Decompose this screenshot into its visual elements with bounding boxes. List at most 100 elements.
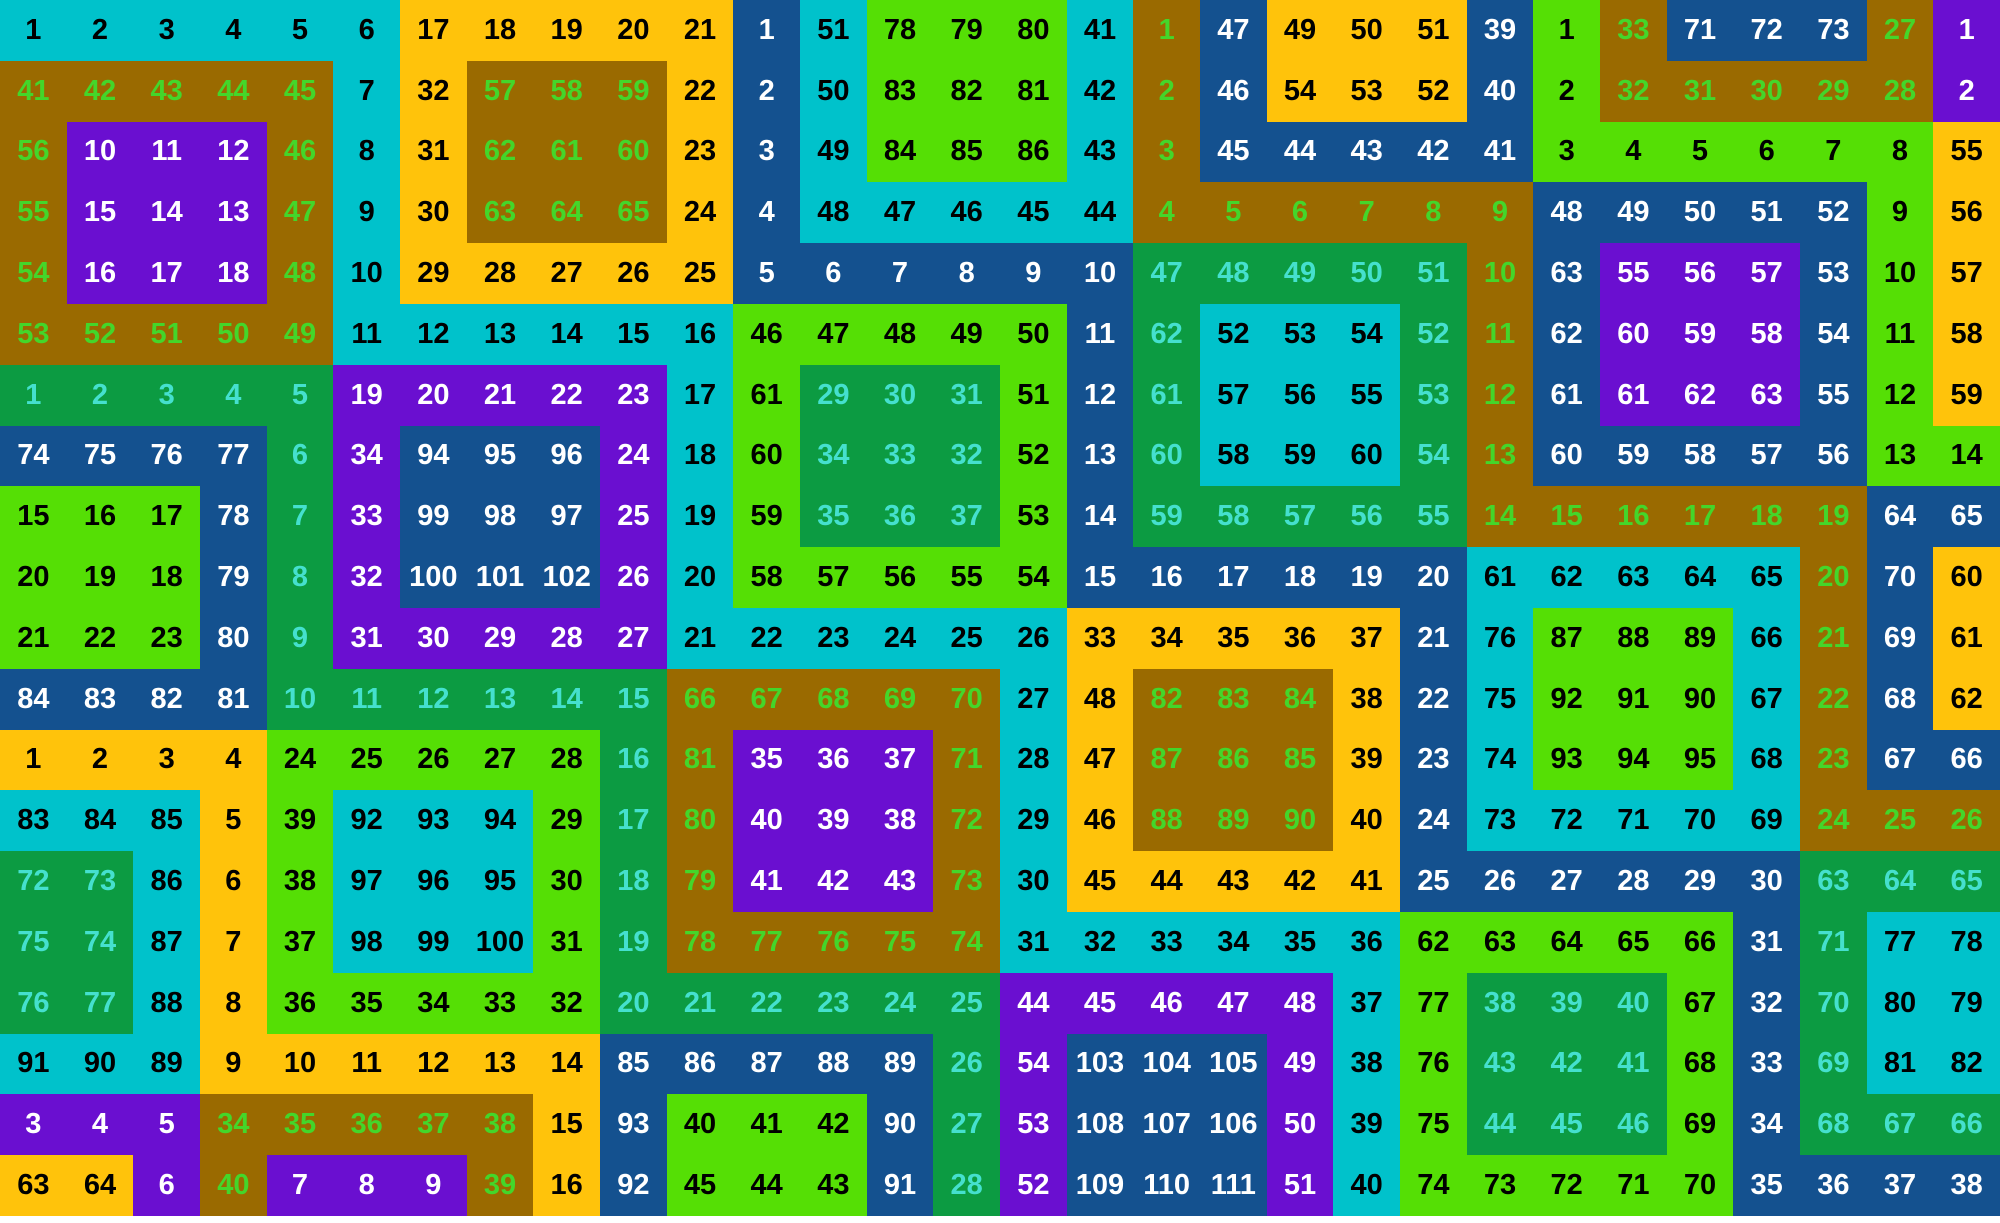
grid-cell[interactable]: 6 — [1733, 121, 1800, 183]
grid-cell[interactable]: 26 — [933, 1033, 1000, 1095]
grid-cell[interactable]: 86 — [999, 121, 1067, 183]
grid-cell[interactable]: 79 — [666, 851, 734, 912]
grid-cell[interactable]: 13 — [1466, 425, 1534, 487]
grid-cell[interactable]: 79 — [1933, 972, 2000, 1034]
grid-cell[interactable]: 37 — [933, 486, 1000, 548]
grid-cell[interactable]: 18 — [466, 0, 534, 61]
grid-cell[interactable]: 21 — [1799, 607, 1867, 669]
grid-cell[interactable]: 61 — [533, 121, 600, 183]
grid-cell[interactable]: 65 — [1599, 911, 1667, 973]
grid-cell[interactable]: 62 — [466, 121, 534, 183]
grid-cell[interactable]: 9 — [1866, 182, 1934, 244]
grid-cell[interactable]: 48 — [1533, 182, 1600, 244]
grid-cell[interactable]: 87 — [1533, 607, 1600, 669]
grid-cell[interactable]: 31 — [1733, 911, 1800, 973]
grid-cell[interactable]: 33 — [1733, 1033, 1800, 1095]
grid-cell[interactable]: 71 — [1666, 0, 1734, 61]
grid-cell[interactable]: 48 — [1199, 243, 1267, 304]
grid-cell[interactable]: 59 — [599, 60, 667, 122]
grid-cell[interactable]: 74 — [1399, 1155, 1467, 1216]
grid-cell[interactable]: 59 — [1933, 364, 2000, 426]
grid-cell[interactable]: 91 — [0, 1033, 67, 1095]
grid-cell[interactable]: 94 — [466, 790, 534, 852]
grid-cell[interactable]: 47 — [1199, 0, 1267, 61]
grid-cell[interactable]: 54 — [999, 547, 1067, 608]
grid-cell[interactable]: 25 — [333, 729, 400, 791]
grid-cell[interactable]: 97 — [533, 486, 600, 548]
grid-cell[interactable]: 42 — [1066, 60, 1134, 122]
grid-cell[interactable]: 17 — [1666, 486, 1734, 548]
grid-cell[interactable]: 11 — [333, 303, 400, 365]
grid-cell[interactable]: 15 — [599, 303, 667, 365]
grid-cell[interactable]: 43 — [799, 1155, 867, 1216]
grid-cell[interactable]: 26 — [999, 607, 1067, 669]
grid-cell[interactable]: 9 — [199, 1033, 267, 1095]
grid-cell[interactable]: 37 — [1333, 972, 1400, 1034]
grid-cell[interactable]: 96 — [533, 425, 600, 487]
grid-cell[interactable]: 66 — [1666, 911, 1734, 973]
grid-cell[interactable]: 66 — [1933, 729, 2000, 791]
grid-cell[interactable]: 81 — [199, 668, 267, 730]
grid-cell[interactable]: 34 — [333, 425, 400, 487]
grid-cell[interactable]: 72 — [1533, 1155, 1600, 1216]
grid-cell[interactable]: 14 — [1066, 486, 1134, 548]
grid-cell[interactable]: 2 — [1133, 60, 1200, 122]
grid-cell[interactable]: 57 — [1733, 243, 1800, 304]
grid-cell[interactable]: 102 — [533, 547, 600, 608]
grid-cell[interactable]: 58 — [1933, 303, 2000, 365]
grid-cell[interactable]: 31 — [999, 911, 1067, 973]
grid-cell[interactable]: 70 — [933, 668, 1000, 730]
grid-cell[interactable]: 17 — [399, 0, 467, 61]
grid-cell[interactable]: 50 — [199, 303, 267, 365]
grid-cell[interactable]: 12 — [199, 121, 267, 183]
grid-cell[interactable]: 67 — [1866, 1094, 1934, 1156]
grid-cell[interactable]: 51 — [1399, 0, 1467, 61]
grid-cell[interactable]: 16 — [66, 486, 134, 548]
grid-cell[interactable]: 22 — [66, 607, 134, 669]
grid-cell[interactable]: 3 — [1533, 121, 1600, 183]
grid-cell[interactable]: 51 — [1266, 1155, 1334, 1216]
grid-cell[interactable]: 1 — [733, 0, 800, 61]
grid-cell[interactable]: 20 — [399, 364, 467, 426]
grid-cell[interactable]: 86 — [133, 851, 200, 912]
grid-cell[interactable]: 43 — [1066, 121, 1134, 183]
grid-cell[interactable]: 82 — [933, 60, 1000, 122]
grid-cell[interactable]: 2 — [1533, 60, 1600, 122]
grid-cell[interactable]: 91 — [1599, 668, 1667, 730]
grid-cell[interactable]: 75 — [866, 911, 934, 973]
grid-cell[interactable]: 39 — [1333, 729, 1400, 791]
grid-cell[interactable]: 75 — [1466, 668, 1534, 730]
grid-cell[interactable]: 38 — [266, 851, 334, 912]
grid-cell[interactable]: 22 — [733, 607, 800, 669]
grid-cell[interactable]: 93 — [399, 790, 467, 852]
grid-cell[interactable]: 80 — [666, 790, 734, 852]
grid-cell[interactable]: 52 — [999, 425, 1067, 487]
grid-cell[interactable]: 14 — [533, 303, 600, 365]
grid-cell[interactable]: 62 — [1933, 668, 2000, 730]
grid-cell[interactable]: 72 — [1733, 0, 1800, 61]
grid-cell[interactable]: 37 — [399, 1094, 467, 1156]
grid-cell[interactable]: 57 — [466, 60, 534, 122]
grid-cell[interactable]: 90 — [1266, 790, 1334, 852]
grid-cell[interactable]: 59 — [733, 486, 800, 548]
grid-cell[interactable]: 22 — [1399, 668, 1467, 730]
grid-cell[interactable]: 78 — [199, 486, 267, 548]
grid-cell[interactable]: 11 — [333, 668, 400, 730]
grid-cell[interactable]: 56 — [1266, 364, 1334, 426]
grid-cell[interactable]: 11 — [133, 121, 200, 183]
grid-cell[interactable]: 49 — [933, 303, 1000, 365]
grid-cell[interactable]: 92 — [599, 1155, 667, 1216]
grid-cell[interactable]: 1 — [0, 364, 67, 426]
grid-cell[interactable]: 32 — [933, 425, 1000, 487]
grid-cell[interactable]: 39 — [266, 790, 334, 852]
grid-cell[interactable]: 19 — [333, 364, 400, 426]
grid-cell[interactable]: 77 — [733, 911, 800, 973]
grid-cell[interactable]: 49 — [799, 121, 867, 183]
grid-cell[interactable]: 21 — [666, 607, 734, 669]
grid-cell[interactable]: 61 — [1533, 364, 1600, 426]
grid-cell[interactable]: 32 — [1066, 911, 1134, 973]
grid-cell[interactable]: 7 — [266, 1155, 334, 1216]
grid-cell[interactable]: 58 — [1199, 486, 1267, 548]
grid-cell[interactable]: 45 — [666, 1155, 734, 1216]
grid-cell[interactable]: 20 — [1799, 547, 1867, 608]
